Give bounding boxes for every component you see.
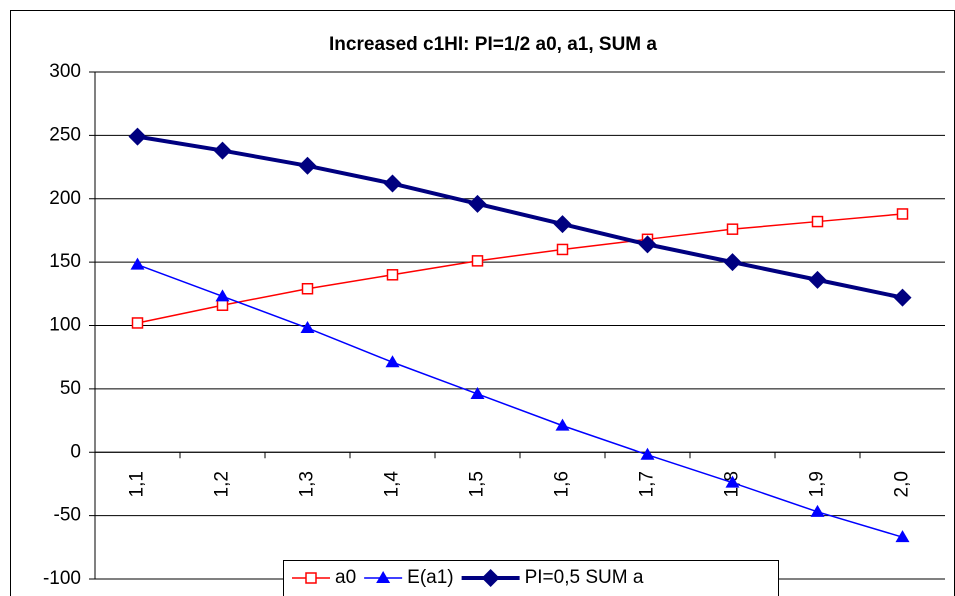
- marker: [893, 288, 912, 307]
- marker: [301, 282, 314, 295]
- chart-title: Increased c1HI: PI=1/2 a0, a1, SUM a: [329, 34, 657, 55]
- marker: [131, 317, 144, 329]
- y-tick-label: 100: [49, 315, 81, 336]
- marker: [130, 257, 145, 270]
- marker: [386, 269, 399, 281]
- legend: a0 E(a1) PI=0,5 SUM a: [283, 560, 779, 596]
- marker: [638, 235, 657, 254]
- marker: [385, 355, 400, 368]
- legend-label: a0: [335, 567, 356, 588]
- marker: [810, 504, 825, 517]
- marker: [215, 289, 230, 302]
- legend-label: E(a1): [407, 567, 453, 588]
- y-tick-label: -50: [54, 505, 81, 526]
- y-tick-label: 200: [49, 188, 81, 209]
- marker: [553, 215, 572, 234]
- series-line: [137, 263, 903, 538]
- x-tick-label: 1,6: [552, 471, 573, 497]
- y-tick-label: -100: [43, 568, 81, 589]
- x-tick-label: 1,5: [467, 471, 488, 497]
- y-tick-label: 0: [70, 441, 81, 462]
- marker: [811, 215, 824, 228]
- y-tick-label: 50: [60, 378, 81, 399]
- x-tick-label: 1,1: [127, 471, 148, 497]
- marker: [213, 141, 232, 160]
- y-tick-label: 250: [49, 124, 81, 145]
- marker: [128, 127, 147, 146]
- marker: [298, 156, 317, 175]
- x-tick-label: 1,9: [807, 471, 828, 497]
- x-tick-label: 1,2: [212, 471, 233, 497]
- marker: [383, 174, 402, 193]
- marker: [723, 253, 742, 272]
- legend-label: PI=0,5 SUM a: [525, 567, 644, 588]
- marker: [725, 475, 740, 488]
- marker: [305, 572, 317, 584]
- series-line: [137, 213, 903, 324]
- marker: [640, 447, 655, 460]
- chart-border: [10, 10, 955, 596]
- series-line: [137, 134, 903, 300]
- y-tick-label: 150: [49, 251, 81, 272]
- marker: [470, 386, 485, 399]
- marker: [376, 571, 391, 583]
- marker: [555, 418, 570, 431]
- x-tick-label: 1,3: [297, 471, 318, 497]
- marker: [481, 569, 500, 587]
- marker: [895, 530, 910, 543]
- marker: [471, 255, 484, 267]
- marker: [726, 223, 739, 235]
- marker: [216, 299, 229, 311]
- x-tick-label: 2,0: [892, 471, 913, 497]
- marker: [300, 321, 315, 334]
- x-tick-label: 1,4: [382, 471, 403, 498]
- x-tick-label: 1,7: [637, 471, 658, 497]
- marker: [556, 243, 569, 256]
- marker: [896, 208, 909, 220]
- marker: [468, 194, 487, 213]
- marker: [808, 270, 827, 289]
- y-tick-label: 300: [49, 61, 81, 82]
